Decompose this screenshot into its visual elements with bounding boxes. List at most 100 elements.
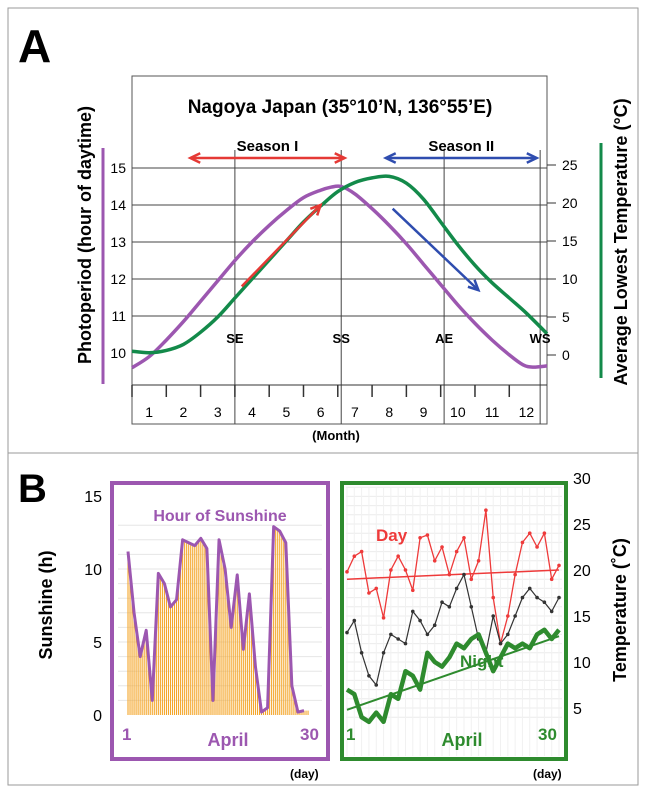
panel-a-month-label: 6 bbox=[317, 404, 325, 420]
mean-temperature-point bbox=[469, 605, 474, 609]
temperature-tick-label: 15 bbox=[573, 609, 591, 626]
mean-temperature-point bbox=[527, 586, 532, 591]
day-temperature-point bbox=[345, 570, 349, 574]
sunshine-x-start: 1 bbox=[122, 725, 131, 744]
day-temperature-point bbox=[440, 545, 444, 549]
sunshine-x-end: 30 bbox=[300, 725, 319, 744]
day-temperature-point bbox=[367, 591, 371, 595]
mean-temperature-point bbox=[520, 595, 525, 600]
panel-a-letter: A bbox=[18, 20, 51, 72]
day-temperature-line bbox=[346, 510, 560, 644]
panel-a-month-label: 11 bbox=[485, 404, 500, 420]
mean-temperature-point bbox=[440, 600, 444, 604]
day-temperature-point bbox=[359, 549, 364, 554]
panel-a-month-label: 3 bbox=[214, 404, 222, 420]
mean-temperature-point bbox=[549, 609, 554, 614]
panel-a-trend-arrow-2 bbox=[391, 207, 480, 292]
day-temperature-point bbox=[535, 545, 539, 549]
mean-temperature-point bbox=[345, 630, 349, 635]
mean-temperature-point bbox=[513, 614, 517, 618]
temperature-xunit: (day) bbox=[533, 767, 562, 781]
mean-temperature-point bbox=[410, 609, 415, 614]
mean-temperature-point bbox=[447, 605, 452, 609]
sunshine-tick-label: 5 bbox=[93, 635, 102, 652]
day-temperature-point bbox=[549, 577, 554, 581]
mean-temperature-point bbox=[374, 683, 379, 687]
panel-b-temperature-chart: 5 10 15 20 25 30 Day Night 1 30 April (day) T… bbox=[340, 471, 630, 781]
temperature-curve bbox=[131, 174, 549, 355]
panel-a-left-tick-label: 10 bbox=[110, 345, 126, 361]
panel-a-title: Nagoya Japan (35°10’N, 136°55’E) bbox=[188, 97, 493, 118]
day-temperature-point bbox=[491, 595, 496, 600]
temperature-ylabel: Temperature (˚C) bbox=[610, 538, 630, 682]
panel-a-marker-label: SE bbox=[226, 331, 244, 346]
season-1-arrow-head-end bbox=[334, 152, 348, 164]
panel-a-month-label: 1 bbox=[145, 404, 153, 420]
panel-a-left-tick-label: 13 bbox=[110, 234, 126, 250]
panel-a-month-label: 12 bbox=[519, 404, 535, 420]
mean-temperature-point bbox=[403, 641, 408, 646]
season-2-label: Season II bbox=[428, 138, 494, 155]
panel-a-chart: Nagoya Japan (35°10’N, 136°55’E) 1011121… bbox=[75, 75, 631, 443]
sunshine-xlabel: April bbox=[207, 730, 248, 750]
mean-temperature-point bbox=[498, 641, 503, 646]
panel-a-left-tick-label: 11 bbox=[111, 308, 126, 324]
panel-a-marker-label: SS bbox=[333, 331, 351, 346]
mean-temperature-point bbox=[367, 674, 371, 678]
day-temperature-point bbox=[513, 572, 517, 577]
mean-temperature-point bbox=[454, 586, 459, 591]
day-temperature-point bbox=[374, 586, 379, 591]
panel-a-marker-label: AE bbox=[435, 331, 453, 346]
panel-a-ylabel-left: Photoperiod (hour of daytime) bbox=[75, 106, 95, 364]
mean-temperature-point bbox=[381, 651, 386, 655]
day-series-label: Day bbox=[376, 526, 408, 545]
sunshine-title: Hour of Sunshine bbox=[153, 508, 286, 525]
season-2-arrow-head-end bbox=[526, 152, 540, 164]
day-temperature-point bbox=[425, 533, 430, 537]
mean-temperature-point bbox=[542, 600, 547, 604]
day-temperature-point bbox=[542, 531, 547, 535]
sunshine-tick-label: 10 bbox=[84, 562, 102, 579]
day-temperature-point bbox=[418, 536, 422, 540]
panel-a-xlabel: (Month) bbox=[312, 428, 360, 443]
season-1-label: Season I bbox=[237, 138, 299, 155]
panel-a-trend-arrow-2-head-end bbox=[467, 279, 481, 293]
panel-a-month-label: 4 bbox=[248, 404, 256, 420]
sunshine-tick-label: 15 bbox=[84, 489, 102, 506]
day-temperature-point bbox=[389, 568, 393, 572]
day-temperature-point bbox=[352, 554, 357, 558]
temperature-xlabel: April bbox=[441, 730, 482, 750]
temperature-tick-label: 20 bbox=[573, 563, 591, 580]
mean-temperature-point bbox=[418, 618, 422, 623]
night-trend-line bbox=[346, 635, 560, 711]
day-temperature-point bbox=[396, 554, 400, 558]
day-temperature-point bbox=[381, 616, 386, 620]
day-temperature-point bbox=[506, 614, 510, 618]
panel-a-month-label: 7 bbox=[351, 404, 359, 420]
panel-a-month-label: 8 bbox=[385, 404, 393, 420]
panel-a-right-tick-label: 5 bbox=[562, 309, 570, 325]
mean-temperature-point bbox=[506, 632, 510, 637]
sunshine-xunit: (day) bbox=[290, 767, 319, 781]
panel-a-trend-arrow-1-head-end bbox=[309, 202, 323, 216]
season-2-arrow-head-start bbox=[382, 152, 397, 164]
night-series-label: Night bbox=[460, 652, 504, 671]
season-1-arrow-head-start bbox=[187, 152, 201, 164]
panel-a-right-tick-label: 0 bbox=[562, 347, 570, 363]
day-temperature-point bbox=[454, 549, 459, 554]
day-trend-line bbox=[346, 569, 560, 580]
panel-b-frame bbox=[7, 452, 639, 786]
temperature-tick-label: 5 bbox=[573, 701, 582, 718]
panel-b-sunshine-chart: 0 5 10 15 Hour of Sunshine 1 30 April (day)… bbox=[36, 481, 330, 781]
day-temperature-point bbox=[520, 540, 525, 545]
panel-a-right-tick-label: 10 bbox=[562, 271, 578, 287]
panel-a-ylabel-right: Average Lowest Temperature (°C) bbox=[611, 98, 631, 385]
mean-temperature-point bbox=[396, 637, 400, 641]
sunshine-tick-label: 0 bbox=[93, 708, 102, 725]
day-temperature-point bbox=[527, 531, 532, 535]
temperature-tick-label: 30 bbox=[573, 471, 591, 488]
panel-a-plot-frame bbox=[131, 75, 548, 425]
day-temperature-point bbox=[469, 577, 474, 581]
panel-a-right-tick-label: 25 bbox=[562, 157, 578, 173]
